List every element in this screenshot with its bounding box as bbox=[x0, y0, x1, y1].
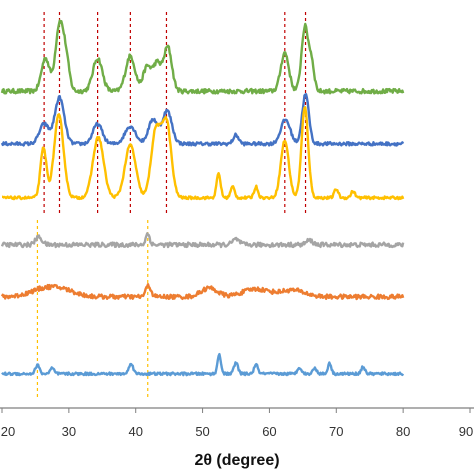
x-axis-title: 2θ (degree) bbox=[194, 452, 279, 469]
series-group bbox=[0, 19, 405, 377]
series-line-4 bbox=[0, 232, 405, 249]
x-tick-label: 40 bbox=[128, 424, 142, 439]
series-line-6 bbox=[1, 352, 405, 377]
series-line-1 bbox=[0, 19, 405, 95]
x-tick-label: 30 bbox=[62, 424, 76, 439]
series-line-2 bbox=[0, 93, 405, 147]
x-tick-label: 70 bbox=[329, 424, 343, 439]
series-line-3 bbox=[1, 106, 405, 201]
x-tick-label: 60 bbox=[262, 424, 276, 439]
x-tick-label: 80 bbox=[396, 424, 410, 439]
x-tick-label: 20 bbox=[1, 424, 15, 439]
x-tick-label: 90 bbox=[459, 424, 473, 439]
x-axis: 20 30 40 50 60 70 80 90 bbox=[0, 407, 474, 439]
x-tick-label: 50 bbox=[195, 424, 209, 439]
series-line-5 bbox=[0, 283, 405, 301]
reference-lines bbox=[36, 12, 307, 400]
